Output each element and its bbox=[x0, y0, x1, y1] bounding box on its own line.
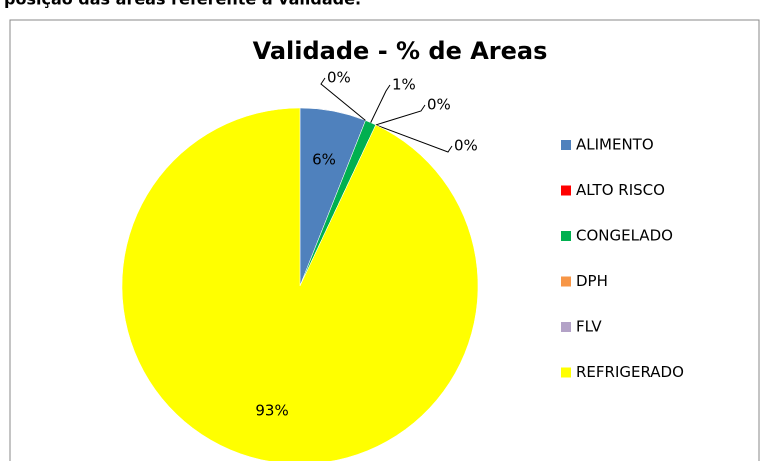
leader-line bbox=[375, 104, 426, 126]
leader-line bbox=[320, 77, 366, 121]
legend-swatch bbox=[561, 367, 571, 378]
data-label: 1% bbox=[392, 76, 416, 94]
legend-label: ALTO RISCO bbox=[576, 181, 665, 199]
pie-slice bbox=[121, 107, 479, 461]
data-label: 93% bbox=[255, 402, 288, 420]
legend-label: ALIMENTO bbox=[576, 136, 654, 154]
legend-label: DPH bbox=[576, 272, 608, 290]
data-label: 0% bbox=[427, 96, 451, 114]
data-label: 0% bbox=[454, 137, 478, 155]
legend-swatch bbox=[561, 140, 571, 150]
legend-swatch bbox=[561, 276, 571, 287]
chart-title: Validade - % de Areas bbox=[253, 37, 548, 65]
leader-line bbox=[375, 124, 453, 153]
legend-swatch bbox=[561, 231, 571, 241]
page-header: posição das áreas referente à validade. bbox=[4, 0, 361, 9]
leader-line bbox=[370, 84, 391, 123]
legend-label: REFRIGERADO bbox=[576, 363, 684, 381]
legend-label: FLV bbox=[576, 318, 602, 336]
data-label: 6% bbox=[312, 151, 336, 169]
legend-swatch bbox=[561, 185, 571, 196]
legend-swatch bbox=[561, 322, 571, 332]
legend-label: CONGELADO bbox=[576, 227, 673, 245]
data-label: 0% bbox=[327, 69, 351, 87]
